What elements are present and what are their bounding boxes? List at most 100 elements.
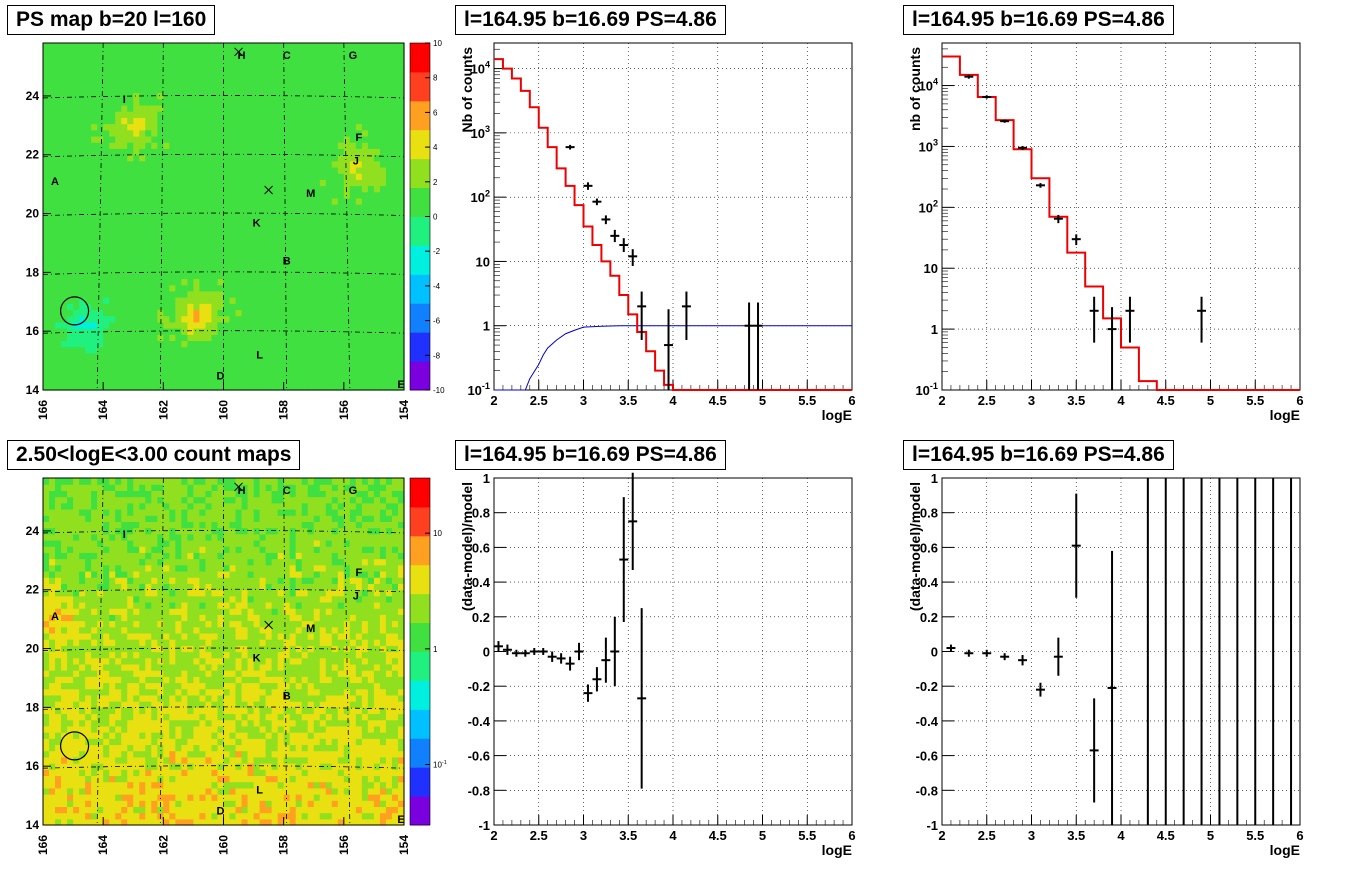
map-pixel (223, 365, 231, 373)
map-pixel (319, 334, 327, 342)
map-pixel (277, 185, 285, 193)
map-pixel (187, 812, 195, 820)
map-pixel (319, 290, 327, 298)
map-pixel (253, 80, 261, 87)
map-pixel (295, 98, 303, 106)
map-pixel (85, 216, 92, 224)
map-pixel (373, 204, 381, 211)
map-pixel (379, 197, 387, 205)
map-pixel (115, 701, 122, 708)
map-pixel (91, 663, 98, 671)
map-pixel (67, 104, 74, 112)
map-pixel (361, 61, 369, 69)
map-pixel (85, 577, 92, 584)
map-pixel (133, 383, 140, 391)
map-pixel (49, 583, 56, 591)
map-pixel (307, 359, 315, 366)
map-pixel (241, 49, 249, 56)
map-pixel (55, 154, 62, 162)
map-pixel (163, 185, 170, 193)
map-pixel (91, 484, 98, 491)
map-pixel (157, 663, 164, 671)
map-pixel (151, 632, 158, 640)
map-pixel (373, 111, 381, 118)
map-pixel (91, 359, 98, 366)
map-pixel (181, 570, 188, 578)
map-pixel (169, 781, 176, 789)
map-pixel (145, 558, 152, 566)
map-pixel (55, 359, 62, 366)
map-pixel (61, 290, 68, 298)
map-pixel (295, 383, 303, 391)
map-pixel (157, 577, 164, 584)
map-pixel (187, 160, 195, 168)
map-pixel (229, 315, 237, 323)
map-pixel (325, 173, 333, 180)
map-pixel (175, 651, 182, 659)
map-pixel (391, 197, 399, 205)
map-pixel (103, 278, 110, 286)
map-pixel (181, 732, 188, 739)
map-pixel (61, 284, 68, 292)
map-pixel (295, 179, 303, 187)
map-pixel (145, 682, 152, 690)
map-pixel (367, 173, 375, 180)
map-pixel (139, 558, 146, 566)
map-pixel (229, 272, 237, 280)
map-pixel (397, 123, 405, 131)
map-pixel (127, 290, 134, 298)
map-pixel (397, 179, 405, 187)
map-pixel (187, 756, 195, 764)
map-pixel (49, 651, 56, 659)
map-pixel (103, 185, 110, 193)
map-pixel (73, 738, 80, 746)
map-pixel (235, 197, 243, 205)
map-pixel (331, 92, 339, 100)
map-pixel (295, 185, 303, 193)
map-pixel (367, 346, 375, 354)
map-pixel (127, 272, 134, 280)
map-pixel (391, 135, 399, 143)
map-pixel (379, 111, 387, 118)
map-pixel (55, 309, 62, 317)
map-pixel (157, 570, 164, 578)
map-pixel (139, 278, 146, 286)
map-pixel (193, 148, 201, 156)
map-pixel (343, 173, 351, 180)
map-pixel (385, 135, 393, 143)
map-pixel (379, 352, 387, 360)
map-pixel (85, 129, 92, 137)
map-pixel (79, 725, 86, 733)
map-pixel (139, 185, 146, 193)
map-pixel (187, 247, 195, 255)
map-pixel (391, 315, 399, 323)
map-pixel (49, 620, 56, 628)
map-pixel (127, 148, 134, 156)
map-pixel (205, 216, 213, 224)
map-pixel (79, 346, 86, 354)
map-pixel (211, 352, 219, 360)
map-pixel (265, 185, 273, 193)
map-pixel (337, 160, 345, 168)
map-pixel (193, 539, 201, 547)
map-pixel (151, 744, 158, 752)
map-pixel (355, 241, 363, 249)
map-pixel (73, 614, 80, 622)
map-pixel (193, 222, 201, 230)
map-pixel (265, 365, 273, 373)
map-pixel (169, 744, 176, 752)
map-pixel (319, 352, 327, 360)
map-pixel (91, 750, 98, 758)
map-pixel (229, 290, 237, 298)
map-pixel (229, 67, 237, 75)
map-pixel (115, 632, 122, 640)
map-pixel (349, 173, 357, 180)
map-pixel (397, 340, 405, 348)
map-pixel (163, 570, 170, 578)
map-pixel (73, 340, 80, 348)
map-pixel (325, 328, 333, 335)
map-pixel (115, 61, 122, 69)
map-pixel (247, 359, 255, 366)
map-pixel (259, 123, 267, 131)
